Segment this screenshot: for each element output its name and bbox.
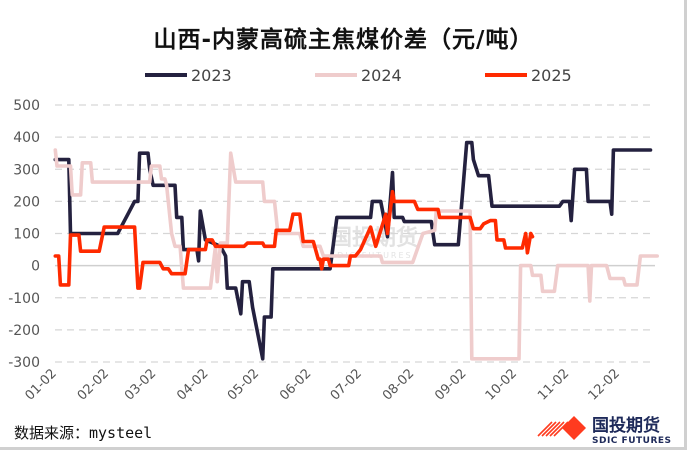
y-tick-label: 300 — [13, 162, 40, 178]
logo-sub: SDIC FUTURES — [592, 436, 672, 446]
x-tick-label: 11-02 — [535, 366, 572, 403]
series-line-2023 — [53, 140, 653, 361]
y-tick-label: 400 — [13, 130, 40, 146]
logo-mark-icon: 国投期货 SDIC FUTURES — [537, 415, 672, 446]
data-source: 数据来源：mysteel — [14, 424, 153, 442]
grid — [55, 104, 655, 363]
series-line-2025 — [53, 189, 535, 290]
series-lines — [53, 140, 659, 361]
y-tick-label: -300 — [8, 355, 40, 371]
y-axis: 500 400 300 200 100 0 -100 -200 -300 — [8, 98, 40, 371]
x-tick-label: 10-02 — [483, 366, 520, 403]
y-tick-label: 200 — [13, 194, 40, 210]
x-tick-label: 02-02 — [75, 366, 112, 403]
chart-title: 山西-内蒙高硫主焦煤价差（元/吨） — [153, 27, 534, 53]
legend-label-2025: 2025 — [531, 66, 572, 85]
x-tick-label: 05-02 — [225, 366, 262, 403]
x-tick-label: 06-02 — [277, 366, 314, 403]
legend-label-2023: 2023 — [191, 66, 232, 85]
x-tick-label: 07-02 — [328, 366, 365, 403]
logo: 国投期货 SDIC FUTURES — [536, 412, 684, 450]
x-axis: 01-02 02-02 03-02 04-02 05-02 06-02 07-02 08-02… — [23, 366, 623, 403]
series-line-2024 — [53, 148, 659, 361]
y-tick-label: 500 — [13, 98, 40, 114]
legend-label-2024: 2024 — [361, 66, 402, 85]
legend: 2023 2024 2025 — [145, 66, 572, 85]
y-tick-label: -200 — [8, 323, 40, 339]
x-tick-label: 12-02 — [586, 366, 623, 403]
x-tick-label: 09-02 — [432, 366, 469, 403]
logo-text: 国投期货 — [592, 415, 660, 436]
x-tick-label: 08-02 — [380, 366, 417, 403]
y-tick-label: 0 — [31, 259, 40, 275]
y-tick-label: 100 — [13, 227, 40, 243]
x-tick-label: 01-02 — [23, 366, 60, 403]
y-tick-label: -100 — [8, 291, 40, 307]
x-tick-label: 04-02 — [174, 366, 211, 403]
x-tick-label: 03-02 — [122, 366, 159, 403]
